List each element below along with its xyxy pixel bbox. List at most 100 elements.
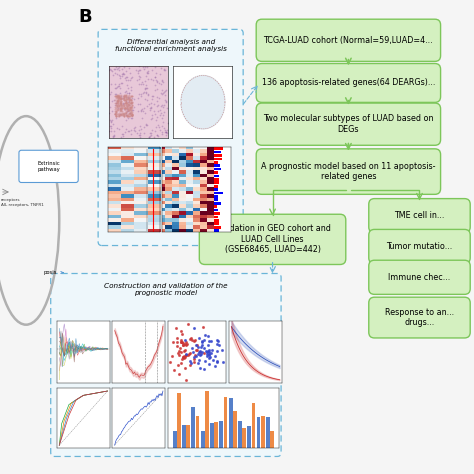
Point [120, 106, 128, 113]
Point [154, 101, 162, 109]
Point [107, 124, 115, 132]
Point [196, 351, 204, 358]
Point [122, 109, 130, 116]
Point [213, 347, 221, 355]
Point [111, 69, 119, 76]
Point [190, 355, 197, 363]
Point [173, 338, 181, 346]
Point [116, 102, 123, 109]
Point [125, 94, 132, 102]
Point [139, 80, 146, 88]
Point [186, 362, 193, 369]
Point [151, 86, 158, 94]
Point [111, 90, 118, 97]
Point [124, 112, 131, 120]
Point [147, 103, 155, 110]
Point [178, 355, 186, 363]
Point [112, 94, 120, 101]
Point [122, 67, 129, 74]
Point [194, 350, 201, 358]
Point [112, 112, 120, 120]
Point [119, 111, 127, 118]
Point [121, 99, 129, 107]
Point [107, 117, 115, 125]
Bar [214, 199, 218, 201]
Point [126, 103, 133, 111]
Point [181, 365, 189, 372]
FancyBboxPatch shape [369, 199, 470, 233]
Point [154, 102, 161, 110]
Point [133, 76, 141, 84]
Point [190, 337, 198, 345]
Point [213, 337, 221, 344]
Point [117, 100, 124, 108]
Point [161, 66, 168, 73]
Point [211, 353, 219, 360]
Point [180, 347, 188, 355]
Point [114, 94, 122, 101]
Point [116, 63, 123, 71]
Point [114, 97, 121, 105]
Point [143, 121, 151, 129]
Point [114, 82, 122, 90]
Point [161, 126, 169, 134]
Point [128, 130, 135, 138]
Point [119, 92, 127, 100]
Point [114, 98, 122, 105]
Point [127, 95, 135, 103]
Point [141, 64, 149, 71]
Point [111, 65, 118, 73]
Point [192, 346, 200, 354]
Point [125, 112, 132, 120]
Point [127, 103, 134, 110]
Point [118, 111, 125, 119]
Point [153, 97, 161, 105]
Point [138, 114, 146, 122]
Point [125, 109, 133, 117]
Point [124, 114, 132, 121]
FancyBboxPatch shape [369, 260, 470, 294]
Text: B: B [79, 8, 92, 26]
Point [110, 128, 118, 135]
Point [168, 353, 175, 360]
Point [120, 92, 128, 100]
Point [113, 102, 121, 110]
Point [131, 127, 139, 135]
Point [139, 63, 147, 71]
Point [137, 66, 144, 73]
Point [111, 101, 118, 109]
Point [120, 92, 128, 100]
Point [177, 348, 185, 356]
Point [183, 340, 191, 347]
Point [117, 99, 125, 107]
Point [114, 96, 122, 104]
Point [127, 74, 135, 82]
Point [114, 91, 122, 99]
Text: A prognostic model based on 11 apoptosis-
related genes: A prognostic model based on 11 apoptosis… [261, 162, 436, 181]
Bar [214, 226, 221, 228]
Point [137, 92, 145, 100]
Point [123, 104, 131, 111]
Point [120, 101, 128, 109]
Point [113, 100, 121, 107]
Point [113, 112, 120, 120]
Point [156, 126, 164, 133]
Bar [201, 431, 204, 448]
Point [182, 346, 189, 354]
Point [114, 99, 122, 107]
Point [163, 86, 170, 94]
Point [126, 96, 133, 103]
Point [112, 108, 119, 116]
Point [134, 94, 142, 102]
Point [191, 336, 199, 343]
Point [182, 338, 190, 346]
Point [201, 365, 208, 373]
Point [205, 350, 213, 357]
Point [126, 98, 133, 106]
Text: TME cell in...: TME cell in... [394, 211, 445, 220]
Point [174, 349, 182, 357]
Point [113, 103, 120, 110]
Point [122, 105, 129, 113]
Point [112, 101, 120, 109]
Point [117, 105, 125, 112]
